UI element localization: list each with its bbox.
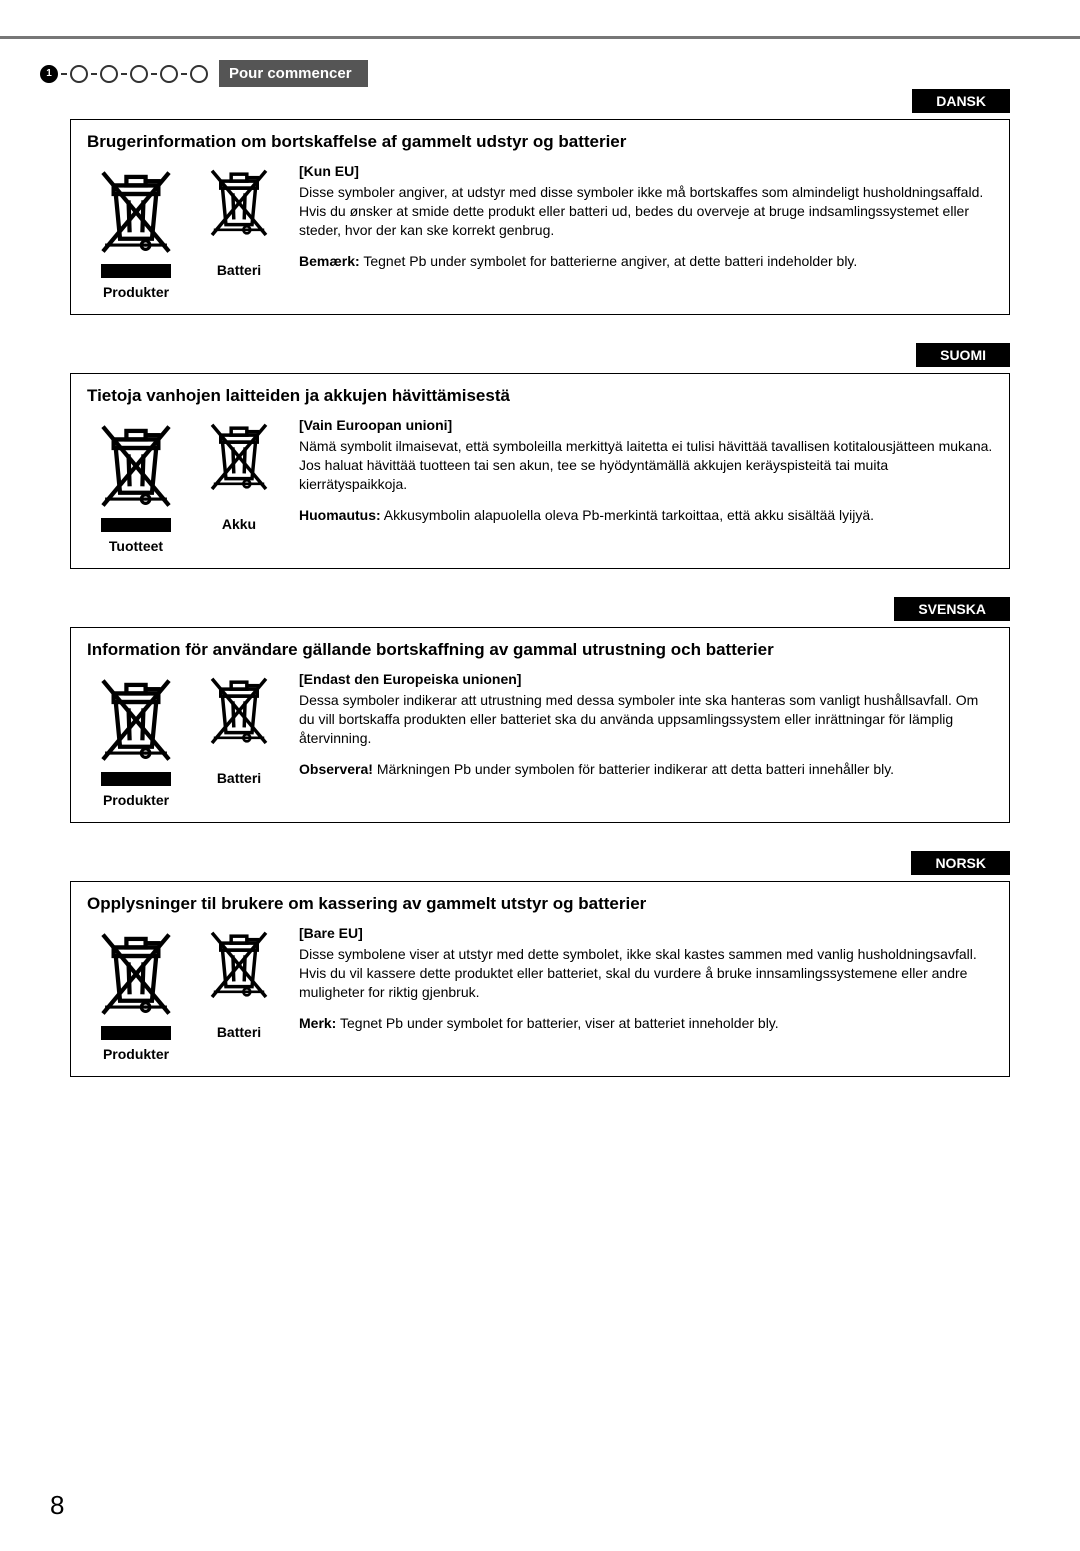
battery-label: Akku [199, 516, 279, 532]
language-tag: NORSK [911, 851, 1010, 875]
disposal-info-section: Brugerinformation om bortskaffelse af ga… [70, 119, 1010, 315]
header-tab: 1 Pour commencer [40, 60, 368, 87]
section-text: [Kun EU] Disse symboler angiver, at udst… [299, 162, 993, 300]
section-text: [Vain Euroopan unioni] Nämä symbolit ilm… [299, 416, 993, 554]
step-circle [100, 65, 118, 83]
section-title: Opplysninger til brukere om kassering av… [87, 894, 993, 914]
disposal-info-section: Opplysninger til brukere om kassering av… [70, 881, 1010, 1077]
note-label: Huomautus: [299, 507, 381, 523]
products-label: Tuotteet [87, 538, 185, 554]
section-note: Merk: Tegnet Pb under symbolet for batte… [299, 1014, 993, 1033]
note-label: Bemærk: [299, 253, 360, 269]
section-note: Bemærk: Tegnet Pb under symbolet for bat… [299, 252, 993, 271]
section-text: [Endast den Europeiska unionen] Dessa sy… [299, 670, 993, 808]
language-tag: SUOMI [916, 343, 1010, 367]
step-circle [70, 65, 88, 83]
battery-label: Batteri [199, 262, 279, 278]
black-bar-icon [101, 518, 171, 532]
products-label: Produkter [87, 792, 185, 808]
section-body-text: Disse symboler angiver, at udstyr med di… [299, 183, 993, 240]
crossed-bin-icon [87, 670, 185, 768]
products-icon-block: Produkter [87, 670, 185, 808]
section-title: Tietoja vanhojen laitteiden ja akkujen h… [87, 386, 993, 406]
page-number: 8 [50, 1490, 64, 1521]
black-bar-icon [101, 772, 171, 786]
section-body-text: Nämä symbolit ilmaisevat, että symboleil… [299, 437, 993, 494]
language-tag: DANSK [912, 89, 1010, 113]
step-connector [91, 73, 97, 75]
note-label: Observera! [299, 761, 373, 777]
crossed-bin-icon [199, 924, 279, 1004]
note-text: Tegnet Pb under symbolet for batterier, … [340, 1015, 779, 1031]
disposal-info-section: Information för användare gällande borts… [70, 627, 1010, 823]
step-connector [61, 73, 67, 75]
section-subhead: [Endast den Europeiska unionen] [299, 670, 993, 689]
section-title: Brugerinformation om bortskaffelse af ga… [87, 132, 993, 152]
header-label: Pour commencer [219, 60, 368, 87]
section-subhead: [Kun EU] [299, 162, 993, 181]
step-connector [181, 73, 187, 75]
section-subhead: [Vain Euroopan unioni] [299, 416, 993, 435]
note-text: Akkusymbolin alapuolella oleva Pb-merkin… [384, 507, 874, 523]
crossed-bin-icon [199, 416, 279, 496]
page-content: DANSK Brugerinformation om bortskaffelse… [0, 39, 1080, 1077]
crossed-bin-icon [199, 162, 279, 242]
products-label: Produkter [87, 1046, 185, 1062]
battery-icon-block: Akku [199, 416, 279, 554]
battery-label: Batteri [199, 770, 279, 786]
battery-icon-block: Batteri [199, 162, 279, 300]
step-circle [130, 65, 148, 83]
step-connector [151, 73, 157, 75]
note-text: Märkningen Pb under symbolen för batteri… [377, 761, 894, 777]
step-circle-active: 1 [40, 65, 58, 83]
section-subhead: [Bare EU] [299, 924, 993, 943]
disposal-info-section: Tietoja vanhojen laitteiden ja akkujen h… [70, 373, 1010, 569]
step-indicator: 1 [40, 65, 208, 83]
note-label: Merk: [299, 1015, 336, 1031]
products-icon-block: Tuotteet [87, 416, 185, 554]
note-text: Tegnet Pb under symbolet for batterierne… [363, 253, 857, 269]
section-note: Huomautus: Akkusymbolin alapuolella olev… [299, 506, 993, 525]
crossed-bin-icon [87, 416, 185, 514]
step-circle [160, 65, 178, 83]
battery-icon-block: Batteri [199, 924, 279, 1062]
products-icon-block: Produkter [87, 924, 185, 1062]
crossed-bin-icon [199, 670, 279, 750]
step-connector [121, 73, 127, 75]
section-title: Information för användare gällande borts… [87, 640, 993, 660]
step-circle [190, 65, 208, 83]
crossed-bin-icon [87, 924, 185, 1022]
section-text: [Bare EU] Disse symbolene viser at utsty… [299, 924, 993, 1062]
language-tag: SVENSKA [894, 597, 1010, 621]
section-note: Observera! Märkningen Pb under symbolen … [299, 760, 993, 779]
products-label: Produkter [87, 284, 185, 300]
black-bar-icon [101, 1026, 171, 1040]
section-body-text: Dessa symboler indikerar att utrustning … [299, 691, 993, 748]
black-bar-icon [101, 264, 171, 278]
products-icon-block: Produkter [87, 162, 185, 300]
battery-label: Batteri [199, 1024, 279, 1040]
battery-icon-block: Batteri [199, 670, 279, 808]
crossed-bin-icon [87, 162, 185, 260]
section-body-text: Disse symbolene viser at utstyr med dett… [299, 945, 993, 1002]
